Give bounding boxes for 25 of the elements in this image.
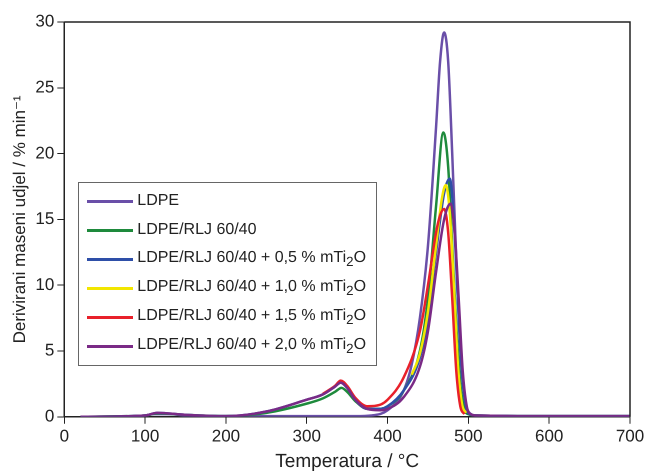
x-tick-label: 400: [373, 426, 402, 446]
x-tick-label: 600: [535, 426, 564, 446]
line-series: [322, 208, 466, 416]
y-tick-label: 0: [44, 406, 54, 426]
legend-label: LDPE/RLJ 60/40 + 0,5 % mTi$_{2}$O: [137, 249, 366, 270]
x-tick-label: 0: [60, 426, 70, 446]
legend-label: LDPE/RLJ 60/40 + 1,5 % mTi$_{2}$O: [137, 307, 366, 328]
y-tick-label: 5: [44, 340, 54, 360]
x-tick-label: 200: [212, 426, 240, 446]
legend-label: LDPE/RLJ 60/40 + 1,0 % mTi$_{2}$O: [137, 278, 366, 298]
line-series: [410, 184, 468, 414]
legend-label: LDPE/RLJ 60/40 + 2,0 % mTi$_{2}$O: [137, 336, 366, 356]
y-tick-label: 25: [35, 77, 54, 96]
x-tick-label: 100: [130, 426, 160, 446]
x-axis-title: Temperatura / °C: [275, 450, 420, 472]
y-tick-label: 15: [35, 209, 54, 228]
y-tick-label: 30: [35, 12, 54, 31]
legend-label: LDPE/RLJ 60/40: [137, 221, 256, 240]
x-tick-label: 500: [454, 426, 483, 446]
legend-label: LDPE: [137, 192, 180, 210]
y-tick-label: 10: [35, 274, 54, 294]
x-tick-label: 700: [616, 426, 644, 446]
x-tick-label: 300: [292, 426, 321, 446]
y-tick-label: 20: [35, 143, 54, 162]
y-axis-title: Derivirani maseni udjel / % min⁻¹: [10, 95, 29, 344]
